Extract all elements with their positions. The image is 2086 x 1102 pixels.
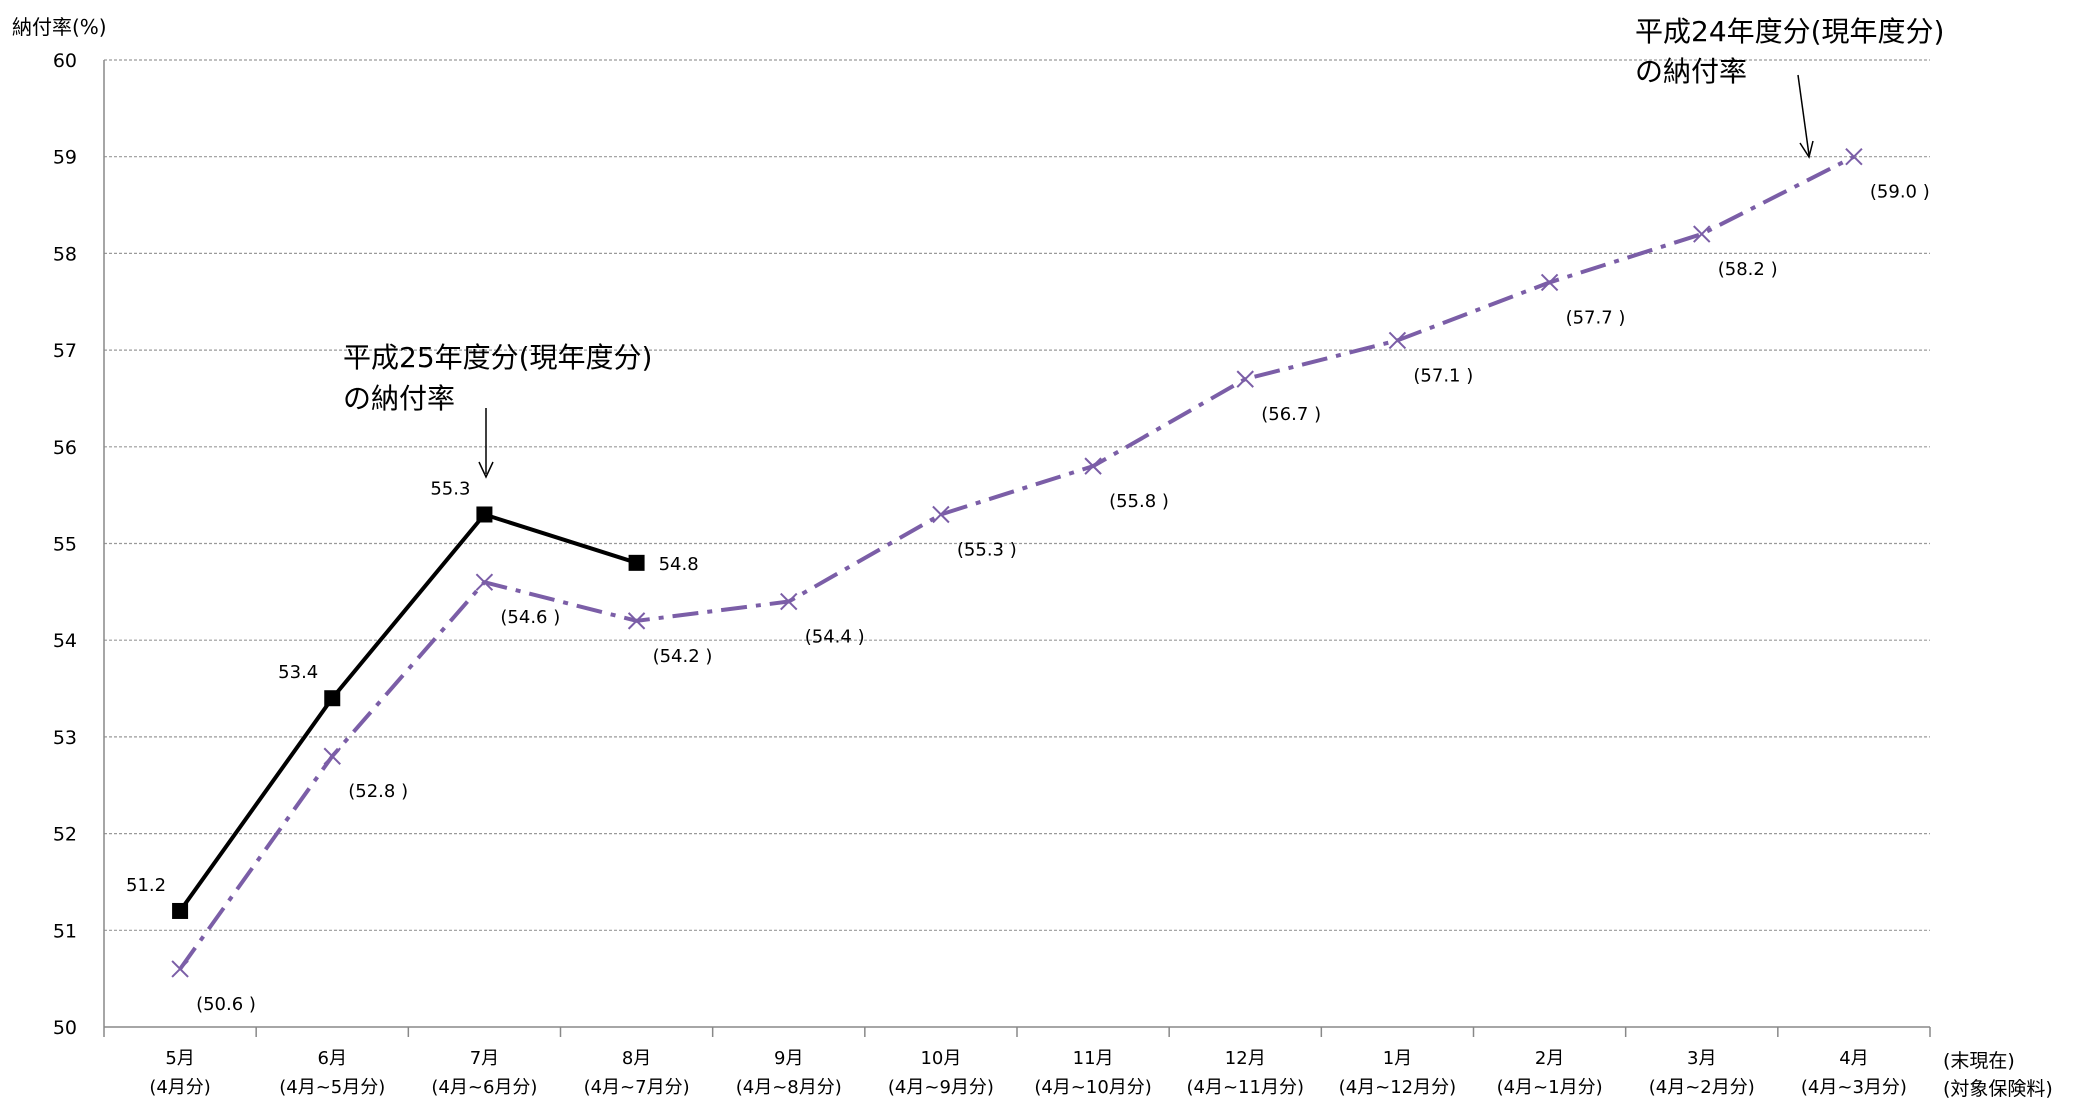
series-2-line xyxy=(178,154,1855,971)
series-2-data-label: (55.3 ) xyxy=(957,539,1017,560)
x-tick-label: 10月 xyxy=(920,1048,961,1069)
series-1-data-label: 51.2 xyxy=(126,875,166,896)
series: (50.6 ) (52.8 ) (54.6 ) (54.2 ) (54.4 ) (55.3… xyxy=(126,147,1930,1015)
series-1-data-label: 53.4 xyxy=(278,662,318,683)
annotation-2012-line-2: の納付率 xyxy=(1635,55,1747,88)
series-2-data-label: (59.0 ) xyxy=(1870,182,1930,203)
series-2-point xyxy=(1845,147,1863,166)
series-2-point xyxy=(1388,331,1407,350)
y-tick-label: 53 xyxy=(53,727,77,749)
x-tick-label: 12月 xyxy=(1225,1048,1266,1069)
gridlines xyxy=(104,59,1930,931)
series-2-point xyxy=(323,747,341,765)
series-2-point xyxy=(171,960,189,978)
x-axis-label-line-2: (対象保険料) xyxy=(1943,1078,2053,1100)
x-tick-sublabel: (4月~5月分) xyxy=(279,1077,385,1098)
x-tick-sublabel: (4月~1月分) xyxy=(1497,1077,1603,1098)
annotation-2012-line-1: 平成24年度分(現年度分) xyxy=(1635,15,1944,48)
x-tick-sublabel: (4月~8月分) xyxy=(736,1077,842,1098)
annotation-2012-arrowhead xyxy=(1799,140,1814,159)
x-tick-sublabel: (4月~12月分) xyxy=(1339,1077,1456,1098)
series-1-point xyxy=(476,506,493,523)
series-2-point xyxy=(780,592,798,611)
series-2-point xyxy=(932,505,950,524)
series-2-point xyxy=(1540,273,1559,292)
x-tick-labels: 5月 (4月分) 6月 (4月~5月分) 7月 (4月~6月分) 8月 (4月~7月分) 9月 (… xyxy=(103,1027,1931,1098)
series-2-data-label: (54.4 ) xyxy=(805,627,865,648)
series-2-data-label: (54.2 ) xyxy=(653,646,713,667)
x-tick-label: 9月 xyxy=(774,1048,803,1069)
y-tick-label: 58 xyxy=(53,243,77,265)
series-2-point xyxy=(1693,225,1711,243)
x-tick-sublabel: (4月~10月分) xyxy=(1034,1077,1151,1098)
annotation-2013-line-2: の納付率 xyxy=(343,382,455,415)
x-tick-sublabel: (4月~7月分) xyxy=(584,1077,690,1098)
series-2-data-label: (57.1 ) xyxy=(1413,365,1473,386)
x-axis-label-line-1: (末現在) xyxy=(1943,1050,2015,1072)
x-tick-label: 11月 xyxy=(1073,1048,1114,1069)
series-1-point xyxy=(628,554,645,571)
y-tick-label: 57 xyxy=(53,340,77,362)
y-tick-label: 55 xyxy=(53,534,77,556)
series-2-point xyxy=(1236,370,1254,388)
x-tick-sublabel: (4月~6月分) xyxy=(431,1077,537,1098)
y-tick-label: 51 xyxy=(53,920,77,942)
y-tick-label: 52 xyxy=(53,824,77,846)
series-2-data-label: (58.2 ) xyxy=(1718,259,1778,280)
annotation-2012-rate: 平成24年度分(現年度分) の納付率 xyxy=(1635,15,1944,159)
y-tick-label: 60 xyxy=(53,50,77,72)
series-1-line xyxy=(178,512,638,913)
annotation-2013-arrowhead xyxy=(478,461,494,479)
x-tick-label: 3月 xyxy=(1687,1048,1716,1069)
series-1-point xyxy=(324,690,341,707)
y-axis-label: 納付率(%) xyxy=(12,15,107,39)
x-tick-sublabel: (4月分) xyxy=(149,1077,211,1098)
x-tick-label: 7月 xyxy=(470,1048,499,1069)
y-tick-label: 59 xyxy=(53,147,77,169)
series-1-data-label: 55.3 xyxy=(430,478,470,499)
annotation-2012-arrow xyxy=(1797,74,1810,156)
y-tick-label: 54 xyxy=(53,630,77,652)
series-2-data-label: (52.8 ) xyxy=(348,781,408,802)
annotation-2013-line-1: 平成25年度分(現年度分) xyxy=(343,341,652,374)
y-tick-label: 50 xyxy=(53,1017,77,1039)
series-1-point xyxy=(172,902,189,919)
x-tick-label: 1月 xyxy=(1383,1048,1412,1069)
series-2-data-label: (55.8 ) xyxy=(1109,491,1169,512)
x-tick-sublabel: (4月~9月分) xyxy=(888,1077,994,1098)
x-tick-label: 4月 xyxy=(1839,1048,1868,1069)
series-1-data-label: 54.8 xyxy=(659,554,699,575)
series-2-data-label: (50.6 ) xyxy=(196,994,256,1015)
x-tick-label: 6月 xyxy=(318,1048,347,1069)
x-tick-label: 2月 xyxy=(1535,1048,1564,1069)
y-tick-label: 56 xyxy=(53,437,77,459)
x-tick-label: 8月 xyxy=(622,1048,651,1069)
annotation-2013-rate: 平成25年度分(現年度分) の納付率 xyxy=(343,341,652,479)
series-2-point xyxy=(1084,457,1102,475)
x-tick-label: 5月 xyxy=(165,1048,194,1069)
series-2-point xyxy=(475,573,494,591)
series-2-data-label: (54.6 ) xyxy=(500,607,560,628)
x-tick-sublabel: (4月~3月分) xyxy=(1801,1077,1907,1098)
x-tick-sublabel: (4月~2月分) xyxy=(1649,1077,1755,1098)
series-2-data-label: (57.7 ) xyxy=(1566,307,1626,328)
series-2-point xyxy=(627,612,646,630)
y-tick-labels: 50 51 52 53 54 55 56 57 58 59 60 xyxy=(53,50,77,1039)
x-tick-sublabel: (4月~11月分) xyxy=(1187,1077,1304,1098)
series-2-data-label: (56.7 ) xyxy=(1261,404,1321,425)
